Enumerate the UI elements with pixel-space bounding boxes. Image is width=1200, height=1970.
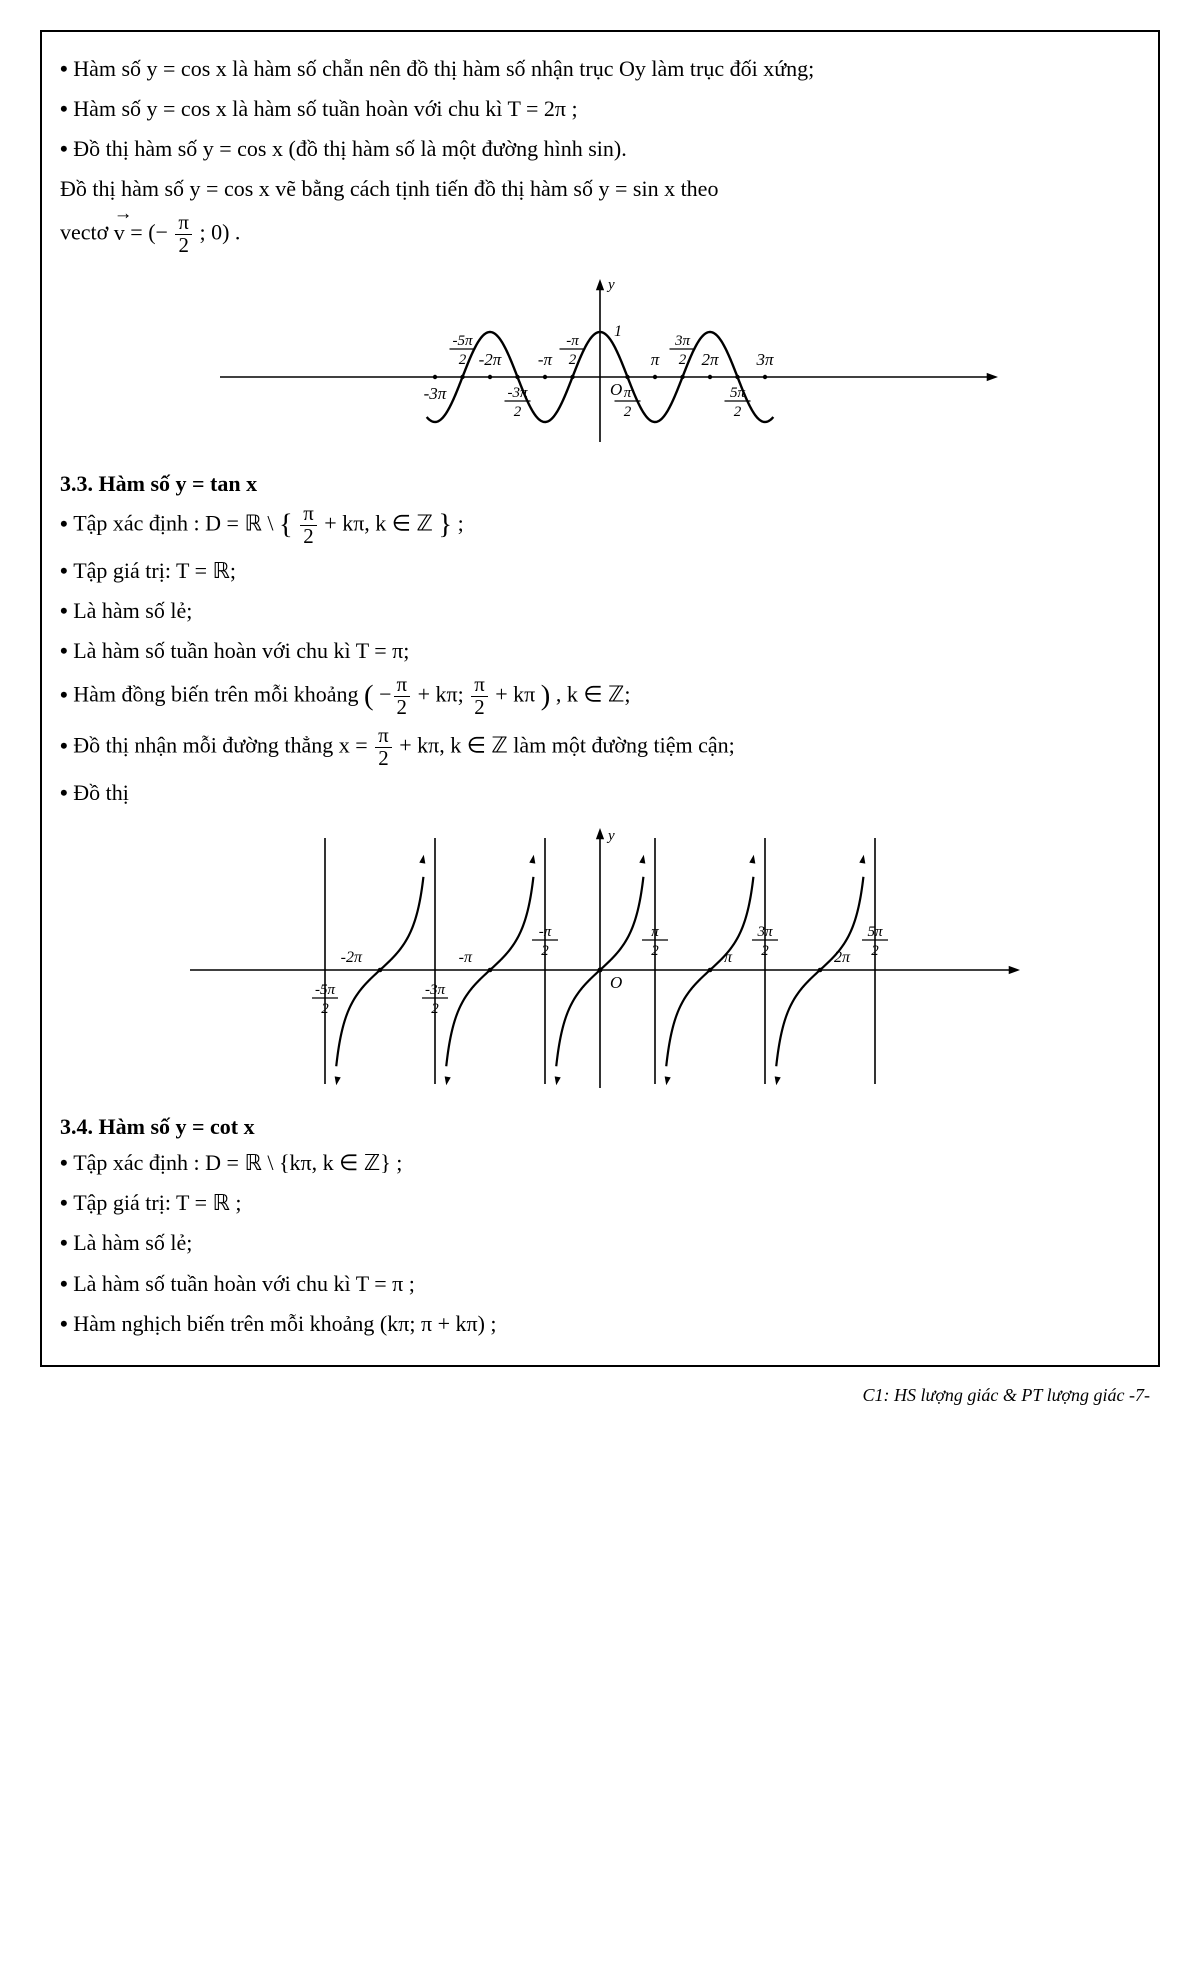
rparen-icon: ) bbox=[541, 681, 551, 712]
s33-range: Tập giá trị: T = ℝ; bbox=[60, 554, 1140, 588]
svg-text:2: 2 bbox=[431, 1001, 439, 1017]
tan-graph: yO-2π-ππ2π-5π2-3π2-π2π23π25π2 bbox=[170, 820, 1030, 1100]
frac-pi-2d: π 2 bbox=[375, 725, 392, 770]
svg-text:2: 2 bbox=[624, 404, 632, 420]
section-3-4-title: 3.4. Hàm số y = cot x bbox=[60, 1114, 1140, 1140]
s33-1a: Tập xác định : D = ℝ \ bbox=[73, 511, 279, 536]
svg-text:2: 2 bbox=[871, 943, 879, 959]
s33-domain: Tập xác định : D = ℝ \ { π 2 + kπ, k ∈ ℤ… bbox=[60, 503, 1140, 548]
s33-odd: Là hàm số lẻ; bbox=[60, 594, 1140, 628]
svg-text:3π: 3π bbox=[674, 333, 691, 349]
svg-text:π: π bbox=[724, 949, 733, 966]
s34-range: Tập giá trị: T = ℝ ; bbox=[60, 1186, 1140, 1220]
frac-num: π bbox=[300, 503, 317, 526]
svg-text:5π: 5π bbox=[867, 924, 883, 940]
frac-neg-pi-2: π 2 bbox=[394, 674, 411, 719]
lbrace-icon: { bbox=[279, 510, 293, 541]
svg-text:-2π: -2π bbox=[479, 350, 502, 369]
svg-text:π: π bbox=[651, 350, 660, 369]
svg-text:2π: 2π bbox=[701, 350, 719, 369]
svg-text:-5π: -5π bbox=[452, 333, 472, 349]
svg-text:2: 2 bbox=[459, 352, 467, 368]
vecto-label: vectơ bbox=[60, 220, 114, 245]
frac-num: π bbox=[375, 725, 392, 748]
svg-text:2: 2 bbox=[321, 1001, 329, 1017]
svg-text:3π: 3π bbox=[756, 924, 773, 940]
svg-text:2: 2 bbox=[679, 352, 687, 368]
frac-den: 2 bbox=[300, 526, 317, 548]
para-cos-3: Đồ thị hàm số y = cos x (đồ thị hàm số l… bbox=[60, 132, 1140, 166]
svg-text:-π: -π bbox=[539, 924, 552, 940]
svg-text:1: 1 bbox=[614, 323, 622, 340]
svg-text:5π: 5π bbox=[730, 385, 746, 401]
svg-text:-π: -π bbox=[566, 333, 579, 349]
eq-part-2: ; 0) . bbox=[199, 220, 240, 245]
svg-text:3π: 3π bbox=[755, 350, 774, 369]
s33-1c: ; bbox=[458, 511, 464, 536]
svg-text:2π: 2π bbox=[834, 949, 851, 966]
svg-text:-2π: -2π bbox=[341, 949, 363, 966]
rbrace-icon: } bbox=[438, 510, 452, 541]
frac-den: 2 bbox=[175, 235, 192, 257]
svg-text:O: O bbox=[610, 973, 622, 992]
vector-v-icon: v bbox=[114, 216, 125, 250]
frac-num: π bbox=[471, 674, 488, 697]
s33-6a: Đồ thị nhận mỗi đường thẳng x = bbox=[73, 733, 373, 758]
section-3-3-title: 3.3. Hàm số y = tan x bbox=[60, 471, 1140, 497]
s34-domain: Tập xác định : D = ℝ \ {kπ, k ∈ ℤ} ; bbox=[60, 1146, 1140, 1180]
svg-text:-π: -π bbox=[459, 949, 473, 966]
svg-text:y: y bbox=[606, 277, 615, 293]
s33-1b: + kπ, k ∈ ℤ bbox=[324, 511, 433, 536]
frac-pi-2c: π 2 bbox=[471, 674, 488, 719]
svg-text:2: 2 bbox=[569, 352, 577, 368]
s34-odd: Là hàm số lẻ; bbox=[60, 1226, 1140, 1260]
s33-5a: Hàm đồng biến trên mỗi khoảng bbox=[73, 682, 364, 707]
svg-text:π: π bbox=[651, 924, 659, 940]
svg-text:2: 2 bbox=[651, 943, 659, 959]
svg-text:-5π: -5π bbox=[315, 982, 335, 998]
page-frame: Hàm số y = cos x là hàm số chẵn nên đồ t… bbox=[40, 30, 1160, 1367]
frac-num: π bbox=[175, 212, 192, 235]
s33-graph-label: Đồ thị bbox=[60, 776, 1140, 810]
svg-text:-3π: -3π bbox=[424, 384, 447, 403]
svg-text:-3π: -3π bbox=[507, 385, 527, 401]
svg-text:2: 2 bbox=[734, 404, 742, 420]
s33-5d: , k ∈ ℤ; bbox=[556, 682, 631, 707]
s33-period: Là hàm số tuần hoàn với chu kì T = π; bbox=[60, 634, 1140, 668]
svg-text:2: 2 bbox=[514, 404, 522, 420]
s33-asymptote: Đồ thị nhận mỗi đường thẳng x = π 2 + kπ… bbox=[60, 725, 1140, 770]
s34-decrease: Hàm nghịch biến trên mỗi khoảng (kπ; π +… bbox=[60, 1307, 1140, 1341]
page-footer: C1: HS lượng giác & PT lượng giác -7- bbox=[40, 1385, 1160, 1406]
eq-part-1: = (− bbox=[130, 220, 168, 245]
svg-text:π: π bbox=[624, 385, 632, 401]
frac-den: 2 bbox=[471, 697, 488, 719]
lparen-icon: ( bbox=[364, 681, 374, 712]
s33-5b: + kπ; bbox=[418, 682, 470, 707]
frac-num: π bbox=[394, 674, 411, 697]
svg-text:-3π: -3π bbox=[425, 982, 445, 998]
svg-text:2: 2 bbox=[541, 943, 549, 959]
frac-den: 2 bbox=[394, 697, 411, 719]
frac-den: 2 bbox=[375, 748, 392, 770]
frac-pi-2: π 2 bbox=[175, 212, 192, 257]
para-cos-2: Hàm số y = cos x là hàm số tuần hoàn với… bbox=[60, 92, 1140, 126]
cos-graph-container: y1O-2π-ππ2π3π-3π-5π2-3π2-π2π23π25π2 bbox=[60, 267, 1140, 457]
cos-graph: y1O-2π-ππ2π3π-3π-5π2-3π2-π2π23π25π2 bbox=[190, 267, 1010, 457]
frac-pi-2b: π 2 bbox=[300, 503, 317, 548]
tan-graph-container: yO-2π-ππ2π-5π2-3π2-π2π23π25π2 bbox=[60, 820, 1140, 1100]
svg-text:y: y bbox=[606, 828, 615, 844]
s33-6b: + kπ, k ∈ ℤ làm một đường tiệm cận; bbox=[399, 733, 735, 758]
svg-text:2: 2 bbox=[761, 943, 769, 959]
s34-period: Là hàm số tuần hoàn với chu kì T = π ; bbox=[60, 1267, 1140, 1301]
s33-5c: + kπ bbox=[495, 682, 535, 707]
para-cos-1: Hàm số y = cos x là hàm số chẵn nên đồ t… bbox=[60, 52, 1140, 86]
svg-text:O: O bbox=[610, 380, 622, 399]
s33-increase: Hàm đồng biến trên mỗi khoảng ( − π 2 + … bbox=[60, 674, 1140, 719]
para-cos-4b: vectơ v = (− π 2 ; 0) . bbox=[60, 212, 1140, 257]
svg-text:-π: -π bbox=[538, 350, 553, 369]
para-cos-4a: Đồ thị hàm số y = cos x vẽ bằng cách tịn… bbox=[60, 172, 1140, 206]
